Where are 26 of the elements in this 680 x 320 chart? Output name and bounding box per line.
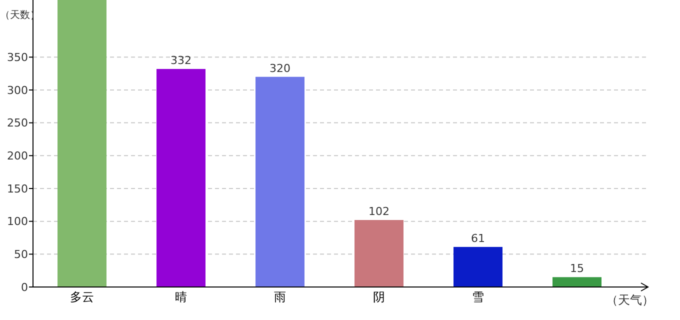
y-axis-title: （天数） [0,10,40,21]
y-tick-label: 0 [21,280,28,294]
x-tick-label: 雪 [472,290,484,304]
data-label: 332 [170,54,192,67]
bar [256,76,304,287]
y-tick-label: 300 [7,84,28,97]
x-tick-label: 晴 [175,290,187,304]
x-tick-label: 雨 [274,290,286,304]
y-tick-label: 150 [7,182,28,196]
y-tick-label: 100 [7,215,28,228]
x-tick-label: 阴 [373,290,385,304]
bar [58,0,106,287]
y-tick-label: 250 [7,116,28,130]
bar [354,220,404,287]
data-label: 15 [570,262,584,276]
data-label: 102 [368,205,390,218]
bar [552,277,602,287]
x-axis-title: （天气） [606,293,654,307]
data-label: 320 [270,62,290,75]
bar [454,246,502,287]
y-tick-label: 50 [14,248,28,262]
x-tick-label: 多云 [70,290,94,304]
y-tick-label: 350 [7,50,28,64]
data-label: 61 [471,232,485,245]
bar [156,68,206,287]
y-tick-label: 200 [7,150,28,162]
